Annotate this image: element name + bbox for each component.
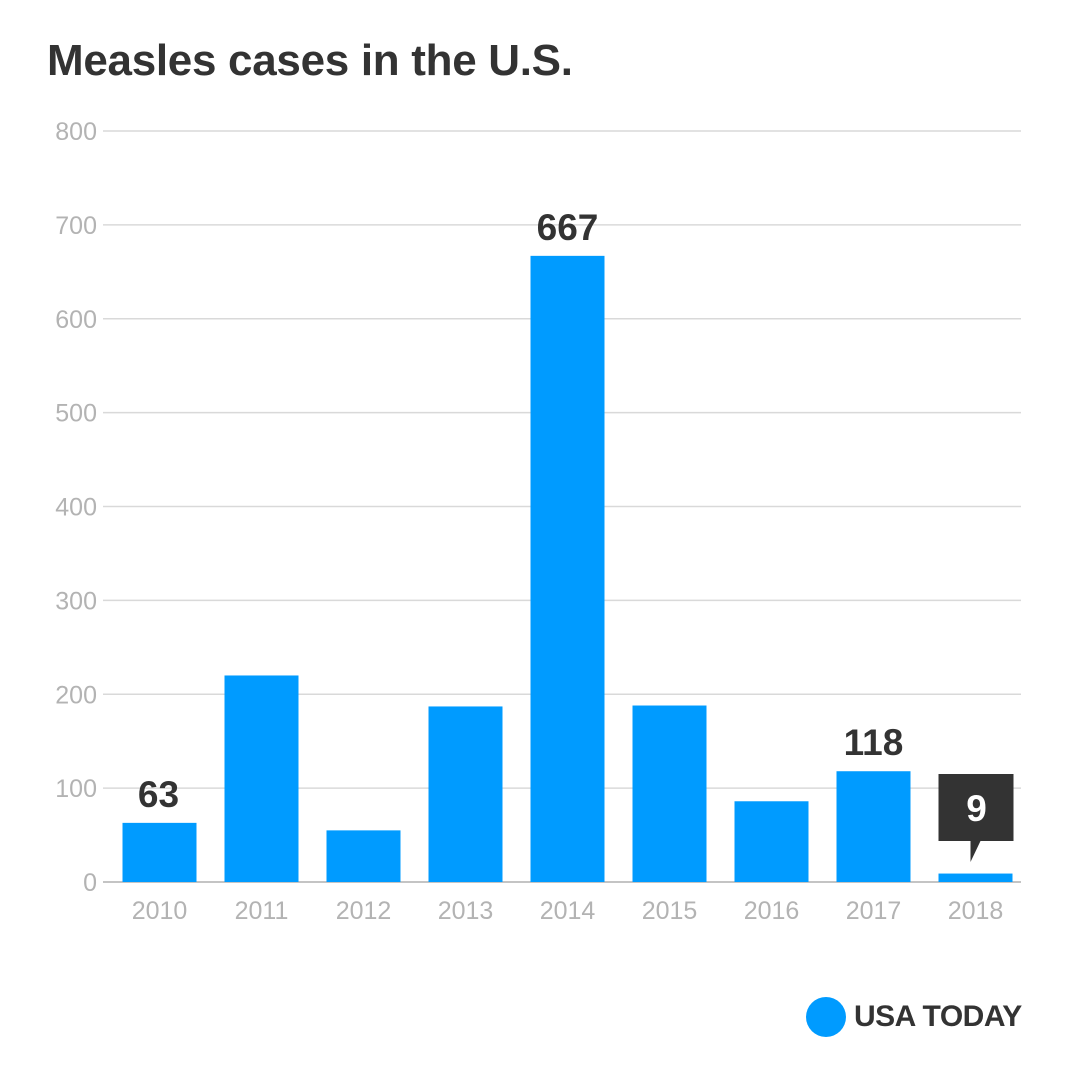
bar [938, 873, 1013, 882]
y-tick-label: 0 [83, 869, 97, 897]
data-label: 118 [844, 722, 904, 763]
bar [530, 255, 605, 882]
y-tick-label: 400 [55, 494, 97, 522]
bar [836, 771, 911, 882]
brand-logo: USA TODAY [806, 997, 1022, 1037]
y-tick-label: 100 [55, 775, 97, 803]
x-tick-label: 2015 [642, 897, 698, 925]
x-tick-label: 2013 [438, 897, 494, 925]
usa-today-dot-icon [806, 997, 846, 1037]
bar [224, 675, 299, 882]
y-tick-label: 600 [55, 306, 97, 334]
data-label: 667 [537, 207, 599, 248]
bar [734, 801, 809, 882]
x-tick-label: 2012 [336, 897, 392, 925]
y-tick-label: 700 [55, 212, 97, 240]
chart-title: Measles cases in the U.S. [47, 36, 573, 85]
y-tick-label: 500 [55, 400, 97, 428]
x-tick-label: 2014 [540, 897, 596, 925]
y-tick-label: 800 [55, 118, 97, 146]
callout-box [938, 774, 1014, 862]
data-label: 63 [138, 774, 179, 815]
y-tick-label: 200 [55, 681, 97, 709]
bar [326, 830, 401, 882]
x-tick-label: 2011 [235, 897, 289, 925]
bar [632, 705, 707, 882]
data-label: 9 [966, 788, 987, 829]
x-tick-label: 2016 [744, 897, 800, 925]
brand-name: USA TODAY [854, 1000, 1022, 1033]
y-tick-label: 300 [55, 587, 97, 615]
x-tick-label: 2017 [846, 897, 902, 925]
bar [428, 706, 503, 882]
x-tick-label: 2018 [948, 897, 1004, 925]
bar [122, 822, 197, 882]
x-tick-label: 2010 [132, 897, 188, 925]
